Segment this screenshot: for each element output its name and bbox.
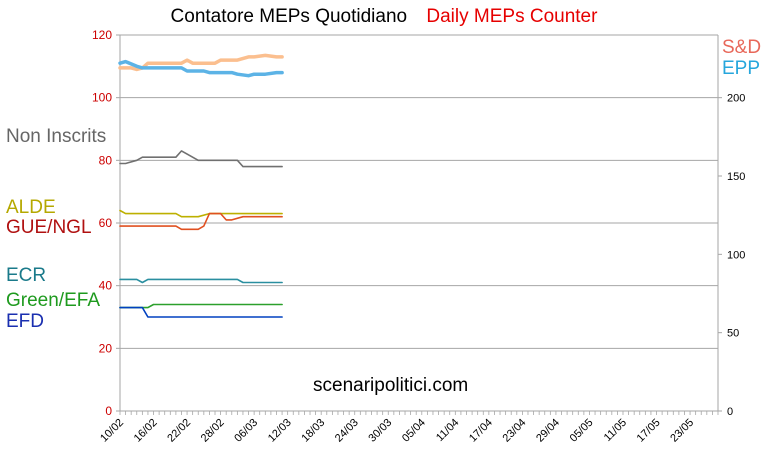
x-tick-label: 17/04 [467,417,495,445]
x-tick-label: 24/03 [333,417,361,445]
label-non-inscrits: Non Inscrits [6,126,107,147]
x-tick-label: 11/04 [434,417,461,444]
right-tick-label: 150 [727,171,745,183]
series-line-gue-ngl [119,212,283,231]
series-line-ecr [119,278,283,284]
series-line-efd [119,306,283,318]
x-tick-label: 17/05 [635,417,663,445]
x-tick-label: 12/03 [266,417,294,445]
left-tick-label: 100 [92,91,112,105]
left-tick-label: 0 [105,404,112,418]
series-line-epp [118,59,284,78]
label-gue-ngl: GUE/NGL [6,217,92,238]
chart-title: Contatore MEPs Quotidiano Daily MEPs Cou… [0,6,768,28]
series-line-green-efa [119,303,283,309]
x-tick-label: 06/03 [232,417,260,445]
left-tick-label: 60 [99,216,113,230]
label-alde: ALDE [6,197,56,218]
x-tick-label: 28/02 [199,417,227,445]
label-ecr: ECR [6,265,47,286]
x-tick-label: 05/04 [400,417,428,445]
x-tick-label: 10/02 [98,417,126,445]
series-line-alde [119,209,283,218]
right-tick-label: 50 [727,328,739,340]
label-efd: EFD [6,311,44,332]
x-tick-label: 16/02 [132,417,160,445]
label-green-efa: Green/EFA [6,290,100,311]
x-tick-label: 30/03 [366,417,394,445]
right-tick-label: 200 [727,93,745,105]
x-tick-label: 11/05 [602,417,629,444]
left-tick-label: 120 [92,28,112,42]
title-italian: Contatore MEPs Quotidiano [170,6,408,27]
right-tick-label: 100 [727,249,745,261]
left-tick-label: 40 [99,279,113,293]
watermark: scenaripolitici.com [313,375,469,396]
x-tick-label: 22/02 [165,417,193,445]
label-epp: EPP [722,58,761,79]
x-tick-label: 18/03 [299,417,327,445]
x-tick-label: 29/04 [534,417,562,445]
x-tick-label: 23/05 [668,417,696,445]
x-tick-label: 05/05 [568,417,596,445]
title-english: Daily MEPs Counter [426,6,598,27]
right-tick-label: 0 [727,406,733,418]
x-tick-label: 23/04 [501,417,529,445]
left-tick-label: 80 [99,153,113,167]
label-sd: S&D [722,37,762,58]
series-line-non-inscrits [119,150,283,168]
left-tick-label: 20 [99,341,113,355]
